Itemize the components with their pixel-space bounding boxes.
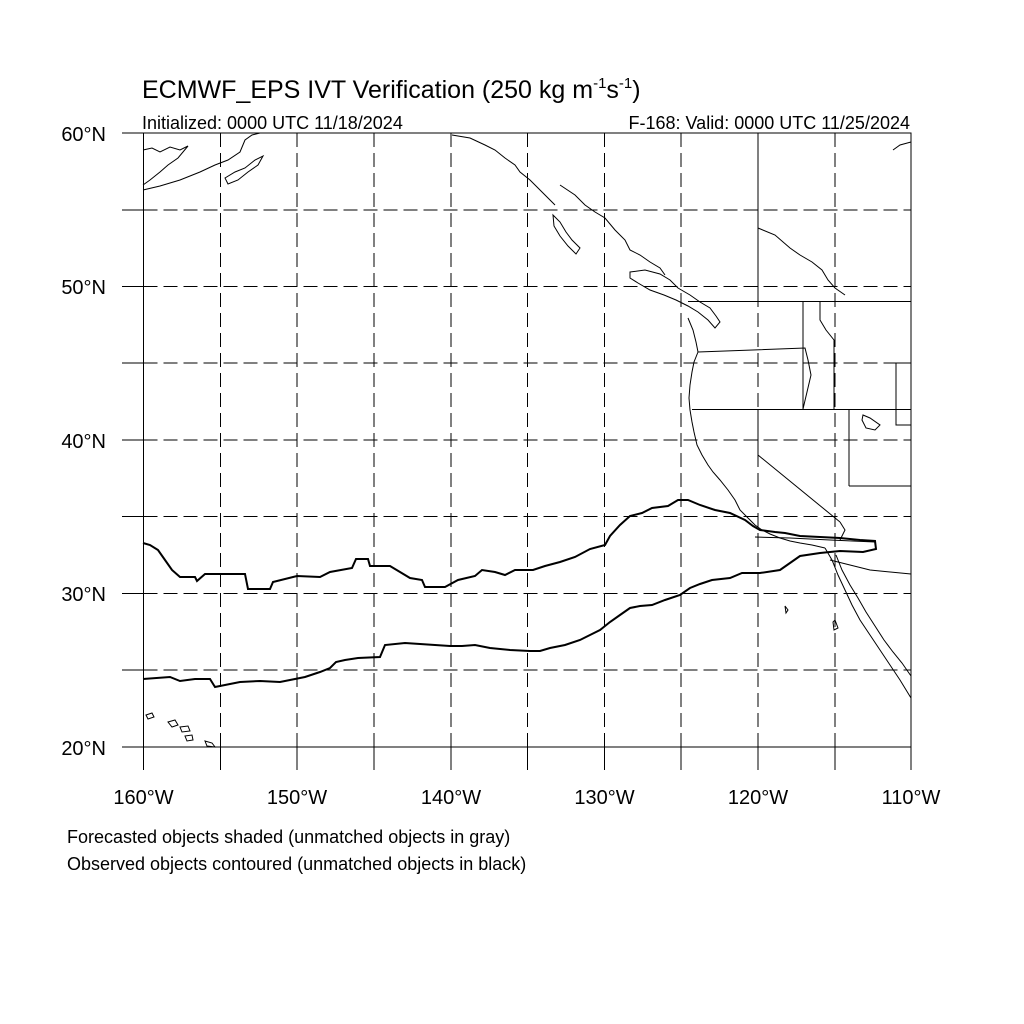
y-axis-labels: 60°N 50°N 40°N 30°N 20°N	[61, 124, 106, 760]
valid-time-label: F-168: Valid: 0000 UTC 11/25/2024	[628, 113, 910, 133]
y-label-50n: 50°N	[61, 277, 106, 299]
observed-ivt-contour	[142, 499, 878, 689]
coastlines	[142, 132, 912, 699]
caption-forecast: Forecasted objects shaded (unmatched obj…	[67, 827, 510, 847]
political-borders	[688, 133, 912, 575]
x-label-150w: 150°W	[267, 787, 327, 809]
hawaii-islands	[145, 712, 217, 748]
x-label-110w: 110°W	[882, 787, 941, 809]
axis-ticks	[122, 132, 912, 770]
x-axis-labels: 160°W 150°W 140°W 130°W 120°W 110°W	[113, 787, 940, 809]
map-gridlines	[143, 133, 911, 747]
y-label-60n: 60°N	[61, 124, 106, 146]
y-label-40n: 40°N	[61, 431, 106, 453]
y-label-30n: 30°N	[61, 584, 106, 606]
x-label-160w: 160°W	[113, 787, 173, 809]
x-label-130w: 130°W	[574, 787, 634, 809]
map-title: ECMWF_EPS IVT Verification (250 kg m-1s-…	[142, 75, 641, 104]
x-label-140w: 140°W	[421, 787, 481, 809]
x-label-120w: 120°W	[728, 787, 788, 809]
caption-observed: Observed objects contoured (unmatched ob…	[67, 854, 526, 874]
y-label-20n: 20°N	[61, 738, 106, 760]
init-time-label: Initialized: 0000 UTC 11/18/2024	[142, 113, 403, 133]
